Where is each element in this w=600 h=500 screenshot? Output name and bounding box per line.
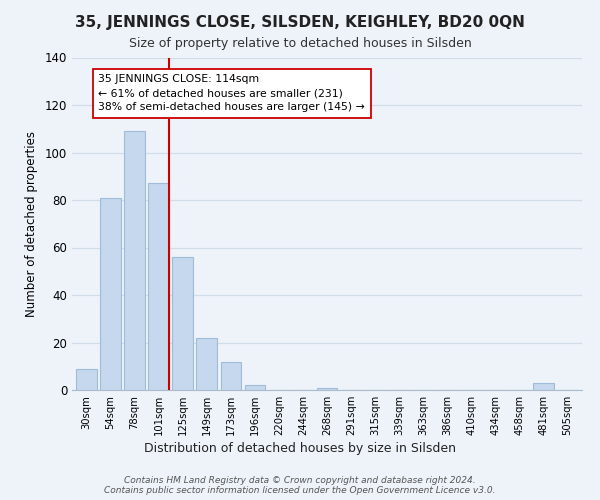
Bar bbox=[245, 385, 265, 390]
Text: Size of property relative to detached houses in Silsden: Size of property relative to detached ho… bbox=[128, 38, 472, 51]
Y-axis label: Number of detached properties: Number of detached properties bbox=[25, 130, 38, 317]
Bar bbox=[533, 383, 554, 390]
Text: Contains HM Land Registry data © Crown copyright and database right 2024.
Contai: Contains HM Land Registry data © Crown c… bbox=[104, 476, 496, 495]
Bar bbox=[148, 184, 169, 390]
Bar bbox=[172, 257, 193, 390]
Bar bbox=[196, 338, 217, 390]
Bar bbox=[221, 362, 241, 390]
Bar bbox=[124, 131, 145, 390]
Bar bbox=[317, 388, 337, 390]
Text: 35, JENNINGS CLOSE, SILSDEN, KEIGHLEY, BD20 0QN: 35, JENNINGS CLOSE, SILSDEN, KEIGHLEY, B… bbox=[75, 15, 525, 30]
Bar bbox=[100, 198, 121, 390]
Bar bbox=[76, 368, 97, 390]
Text: Distribution of detached houses by size in Silsden: Distribution of detached houses by size … bbox=[144, 442, 456, 455]
Text: 35 JENNINGS CLOSE: 114sqm
← 61% of detached houses are smaller (231)
38% of semi: 35 JENNINGS CLOSE: 114sqm ← 61% of detac… bbox=[98, 74, 365, 112]
